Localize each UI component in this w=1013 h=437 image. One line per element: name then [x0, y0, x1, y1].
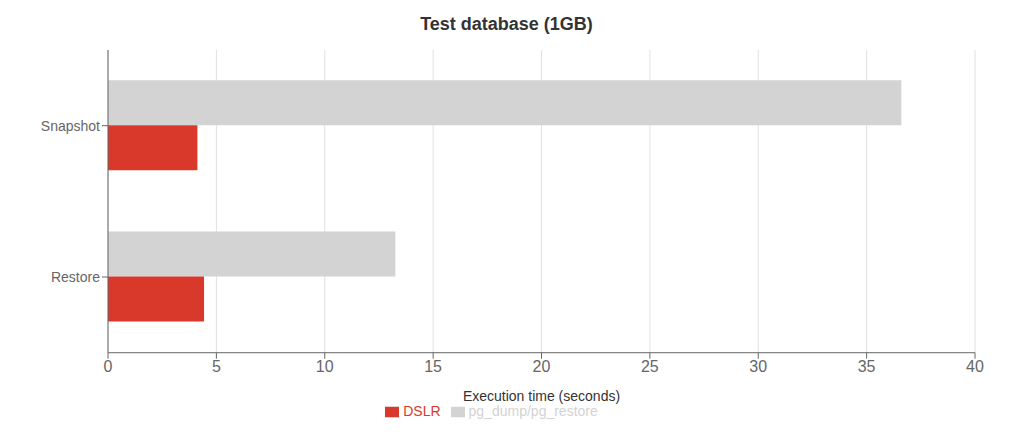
svg-text:0: 0 [104, 358, 113, 375]
html-text:pg_dump/pg_restore: pg_dump/pg_restore [468, 402, 598, 419]
html-text:DSLR: DSLR [403, 402, 441, 419]
svg-text:25: 25 [641, 358, 659, 375]
svg-text:35: 35 [858, 358, 876, 375]
svg-text:10: 10 [316, 358, 334, 375]
html-text:Test database (1GB): Test database (1GB) [420, 14, 593, 34]
svg-text:15: 15 [424, 358, 442, 375]
svg-text:Snapshot: Snapshot [41, 118, 100, 134]
svg-text:30: 30 [749, 358, 767, 375]
svg-text:5: 5 [212, 358, 221, 375]
svg-text:20: 20 [533, 358, 551, 375]
svg-text:40: 40 [966, 358, 984, 375]
svg-text:Execution time (seconds): Execution time (seconds) [463, 388, 620, 404]
svg-text:Restore: Restore [51, 269, 100, 285]
